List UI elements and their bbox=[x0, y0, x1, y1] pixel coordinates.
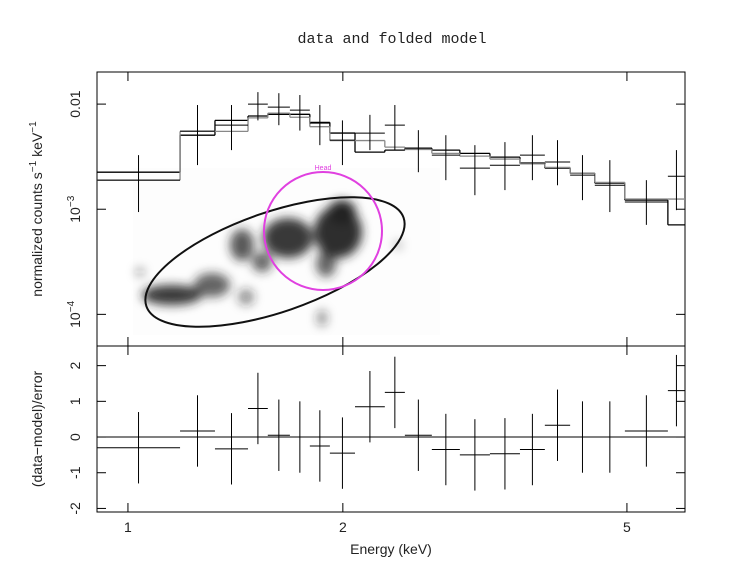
region-ellipse bbox=[144, 196, 406, 328]
y-tick-label: 2 bbox=[67, 362, 83, 370]
x-axis-label: Energy (keV) bbox=[350, 541, 432, 557]
label-exponent: −1 bbox=[28, 160, 39, 172]
inset-label: Head bbox=[315, 165, 332, 172]
x-tick-label: 2 bbox=[339, 519, 347, 535]
y-tick-label: 1 bbox=[67, 397, 83, 405]
y-axis-label: normalized counts s−1keV−1 bbox=[28, 121, 45, 297]
y-axis-label: (data−model)/error bbox=[29, 370, 45, 487]
tick-base: 10 bbox=[67, 207, 83, 223]
head-circle bbox=[263, 171, 383, 291]
tick-exponent: −4 bbox=[66, 300, 77, 312]
x-tick-label: 1 bbox=[124, 519, 132, 535]
label-exponent: −1 bbox=[28, 121, 39, 133]
y-tick-label: 10−4 bbox=[66, 300, 83, 327]
tick-base: 10 bbox=[67, 312, 83, 328]
y-tick-label: 0 bbox=[67, 433, 83, 441]
plot-frame bbox=[96, 345, 686, 513]
chart-title: data and folded model bbox=[297, 31, 486, 48]
inset-blobs bbox=[136, 200, 402, 326]
y-tick-label: 10−3 bbox=[66, 195, 83, 222]
y-tick-label: 0.01 bbox=[67, 90, 83, 117]
x-tick-label: 5 bbox=[623, 519, 631, 535]
inset-image: Head bbox=[133, 165, 440, 335]
y-tick-label: -1 bbox=[67, 466, 83, 479]
label-text: keV bbox=[29, 132, 45, 157]
tick-exponent: −3 bbox=[66, 195, 77, 207]
label-text: normalized counts s bbox=[29, 172, 45, 297]
y-tick-label: -2 bbox=[67, 502, 83, 515]
